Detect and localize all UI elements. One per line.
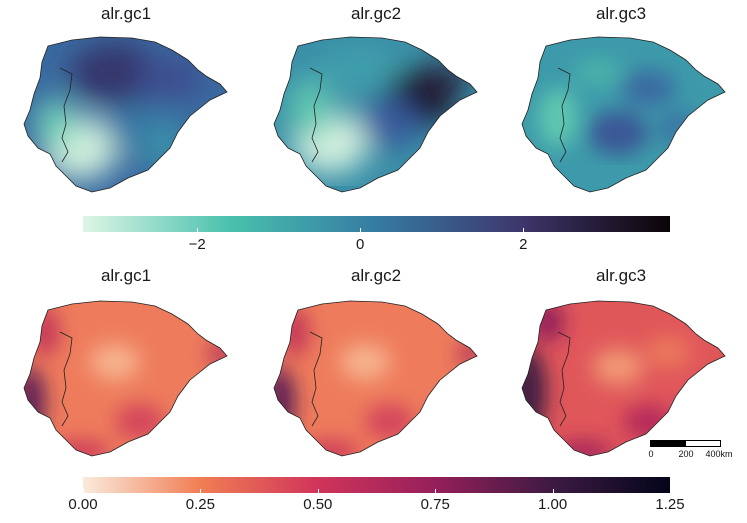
legend-bottom-tick-mark [670, 489, 671, 493]
legend-bottom-tick-mark [435, 489, 437, 493]
scale-label-0: 0 [648, 449, 654, 459]
scale-label-200: 200 [678, 449, 694, 459]
legend-bottom-tick-mark [83, 489, 84, 493]
legend-top-tick-mark [360, 228, 362, 232]
legend-bottom-tick-label: 0.00 [68, 496, 98, 513]
map-top-gc3 [521, 36, 726, 193]
map-top-gc2 [273, 36, 478, 193]
legend-bottom-tick-mark [552, 489, 554, 493]
panel-title-bottom-2: alr.gc2 [350, 266, 402, 285]
legend-bottom-tick-label: 1.00 [537, 496, 568, 513]
panel-title-top-3: alr.gc3 [595, 4, 647, 23]
legend-bottom-tick-mark [200, 489, 202, 493]
panel-title-bottom-1: alr.gc1 [100, 266, 152, 285]
scale-label-400km: 400km [705, 449, 733, 459]
map-bottom-gc3 [521, 300, 726, 457]
legend-bottom-tick-label: 0.50 [303, 496, 333, 513]
legend-bottom-tick-mark [317, 489, 319, 493]
panel-title-top-2: alr.gc2 [350, 4, 402, 23]
legend-bottom-tick-label: 0.75 [420, 496, 450, 513]
legend-top-tick-mark [523, 228, 525, 232]
legend-bottom-colorbar [83, 477, 670, 493]
legend-top-tick-label: 2 [519, 236, 528, 253]
legend-top-tick-mark [197, 228, 199, 232]
legend-top-tick-label: 0 [356, 236, 365, 253]
legend-top-tick-label: −2 [188, 236, 206, 253]
legend-bottom-tick-label: 1.25 [655, 496, 685, 513]
map-bottom-gc1 [23, 300, 228, 457]
panel-title-bottom-3: alr.gc3 [595, 266, 647, 285]
map-top-gc1 [23, 36, 228, 193]
legend-bottom-tick-label: 0.25 [185, 496, 215, 513]
scale-bar [650, 440, 721, 447]
legend-top-colorbar [83, 216, 670, 232]
panel-title-top-1: alr.gc1 [100, 4, 152, 23]
map-bottom-gc2 [273, 300, 478, 457]
